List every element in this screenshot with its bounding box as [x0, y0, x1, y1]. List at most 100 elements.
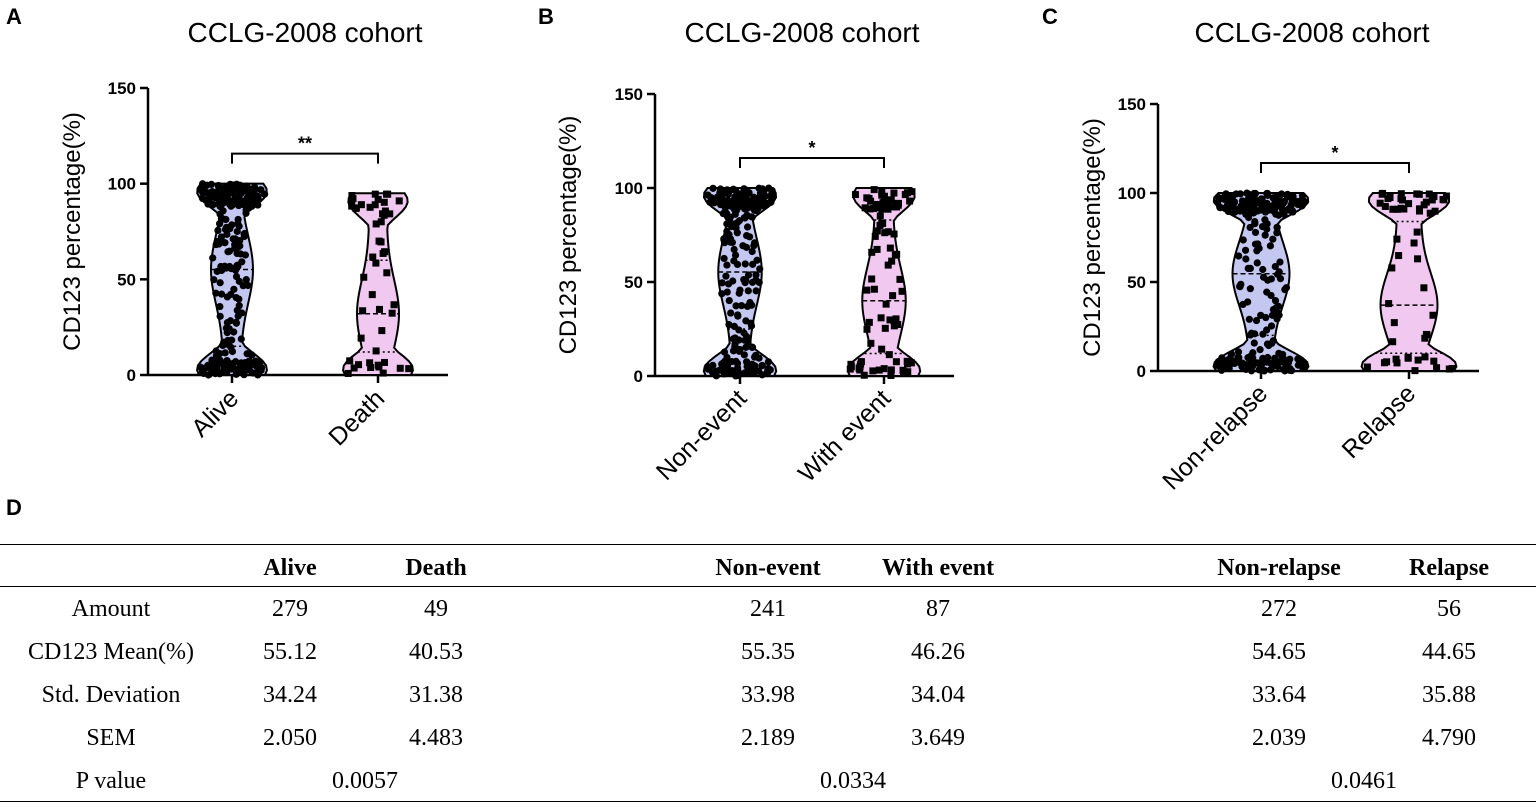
data-point [1393, 359, 1401, 367]
row-label-pvalue: P value [75, 768, 147, 794]
data-point [748, 360, 756, 368]
data-point [1399, 196, 1407, 204]
chart-title: CCLG-2008 cohort [187, 17, 422, 48]
data-point [889, 292, 897, 300]
row-label-std: Std. Deviation [41, 682, 181, 708]
data-point [233, 227, 241, 236]
data-point [396, 364, 404, 372]
data-point [901, 191, 909, 199]
y-tick-label: 150 [615, 85, 643, 104]
data-point [1234, 353, 1242, 361]
data-point [1397, 190, 1405, 198]
data-point [381, 358, 389, 366]
data-point [760, 198, 768, 206]
data-point [1231, 208, 1239, 216]
data-point [1261, 231, 1269, 239]
data-point [1271, 354, 1279, 362]
data-point [1219, 195, 1228, 203]
data-point [222, 189, 231, 197]
data-point [232, 272, 241, 281]
y-tick-label: 0 [634, 367, 643, 386]
data-point [1243, 200, 1251, 208]
data-point [867, 197, 875, 205]
data-point [395, 197, 403, 205]
data-point [1376, 199, 1384, 207]
header-non-relapse: Non-relapse [1217, 555, 1341, 581]
cell: 4.790 [1422, 725, 1476, 751]
data-point [197, 186, 205, 194]
data-point [709, 361, 717, 369]
data-point [1381, 202, 1389, 210]
data-point [209, 254, 217, 262]
data-point [869, 367, 877, 375]
data-point [1245, 315, 1253, 323]
data-point [873, 245, 881, 253]
cell: 2.050 [263, 725, 317, 751]
data-point [257, 186, 265, 194]
data-point [360, 273, 368, 281]
cell: 55.12 [263, 639, 317, 665]
data-point [367, 363, 375, 371]
data-point [1252, 316, 1261, 325]
data-point [1244, 361, 1253, 370]
data-point [1414, 356, 1422, 364]
data-point [754, 194, 763, 202]
data-point [236, 185, 244, 193]
data-point [212, 351, 221, 360]
data-point [1258, 199, 1266, 207]
data-point [241, 251, 250, 259]
cell: 241 [750, 596, 786, 622]
data-point [886, 244, 894, 252]
data-point [1273, 315, 1281, 323]
data-point [1431, 207, 1439, 215]
data-point [720, 348, 729, 356]
data-point [720, 239, 729, 247]
data-point [871, 232, 879, 240]
data-point [727, 222, 736, 231]
data-point [735, 289, 743, 297]
data-point [1379, 189, 1387, 197]
data-point [870, 186, 878, 194]
data-point [908, 188, 916, 196]
data-point [1289, 208, 1297, 216]
data-point [740, 351, 748, 359]
data-point [744, 287, 752, 295]
data-point [1433, 364, 1441, 372]
data-point [735, 326, 743, 334]
data-point [1271, 297, 1280, 305]
data-point [257, 365, 265, 373]
data-point [1390, 319, 1398, 327]
data-point [251, 183, 259, 191]
data-point [203, 196, 211, 204]
data-point [1262, 313, 1270, 322]
data-point [228, 221, 236, 229]
data-point [1422, 198, 1430, 206]
significance-label: ** [298, 134, 312, 154]
data-point [884, 228, 892, 236]
data-point [1397, 204, 1405, 212]
data-point [893, 250, 901, 258]
data-point [1296, 357, 1304, 365]
data-point [1251, 217, 1259, 226]
data-point [723, 186, 731, 194]
data-point [742, 317, 750, 325]
data-point [887, 371, 895, 379]
data-point [1411, 367, 1419, 375]
data-point [216, 239, 224, 247]
data-point [884, 261, 892, 269]
data-point [224, 248, 232, 256]
data-point [855, 364, 863, 372]
cell: 55.35 [741, 639, 795, 665]
data-point [1253, 259, 1261, 267]
y-tick-label: 100 [615, 179, 643, 198]
cell: 272 [1261, 596, 1297, 622]
cell: 40.53 [409, 639, 463, 665]
data-point [216, 312, 224, 320]
data-point [1259, 354, 1267, 362]
data-point [863, 325, 871, 333]
data-point [1440, 196, 1448, 204]
data-point [357, 334, 365, 342]
data-point [878, 205, 886, 213]
data-point [888, 257, 896, 265]
data-point [232, 370, 240, 378]
